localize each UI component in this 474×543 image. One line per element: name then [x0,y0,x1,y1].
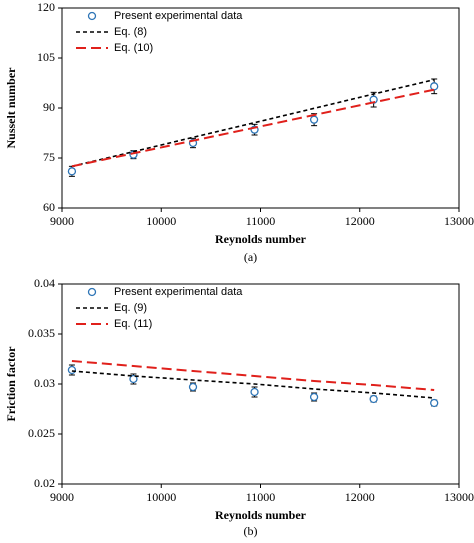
x-tick-label: 11000 [246,490,276,504]
data-point [67,167,77,176]
data-point [250,387,259,397]
x-tick-label: 12000 [345,490,375,504]
y-tick-label: 0.025 [28,426,55,440]
data-point [309,392,319,402]
data-point [188,382,198,392]
fit-line [71,88,435,168]
fit-line [71,78,435,168]
legend-label: Eq. (9) [114,302,147,314]
x-tick-label: 10000 [146,490,176,504]
data-point [67,365,77,375]
data-point [309,115,319,124]
y-tick-label: 0.04 [34,276,55,290]
y-tick-label: 60 [43,200,55,214]
legend-marker [87,287,97,297]
x-axis-label: Reynolds number [215,508,307,522]
data-point [369,394,378,404]
x-tick-label: 11000 [246,214,276,228]
y-tick-label: 105 [37,50,55,64]
x-tick-label: 9000 [50,490,74,504]
legend-label: Present experimental data [114,286,243,298]
plot-frame [61,7,460,209]
x-tick-label: 9000 [50,214,74,228]
y-tick-label: 0.02 [34,476,55,490]
x-tick-label: 13000 [444,214,474,228]
fit-line [71,360,435,391]
x-tick-label: 12000 [345,214,375,228]
y-tick-label: 120 [37,0,55,14]
x-axis-label: Reynolds number [215,232,307,246]
y-tick-label: 90 [43,100,55,114]
fit-line [71,370,435,399]
legend-label: Eq. (8) [114,26,147,38]
data-point [430,82,439,91]
legend-marker [87,11,97,21]
y-tick-label: 0.03 [34,376,55,390]
legend-label: Eq. (10) [114,42,153,54]
data-point [129,374,138,384]
y-axis-label: Friction factor [4,346,18,422]
legend-label: Eq. (11) [114,318,152,330]
caption: (b) [244,524,258,538]
legend-label: Present experimental data [114,10,243,22]
y-tick-label: 0.035 [28,326,55,340]
caption: (a) [244,250,257,264]
y-axis-label: Nusselt number [4,67,18,149]
x-tick-label: 13000 [444,490,474,504]
x-tick-label: 10000 [146,214,176,228]
data-point [430,398,439,408]
y-tick-label: 75 [43,150,55,164]
